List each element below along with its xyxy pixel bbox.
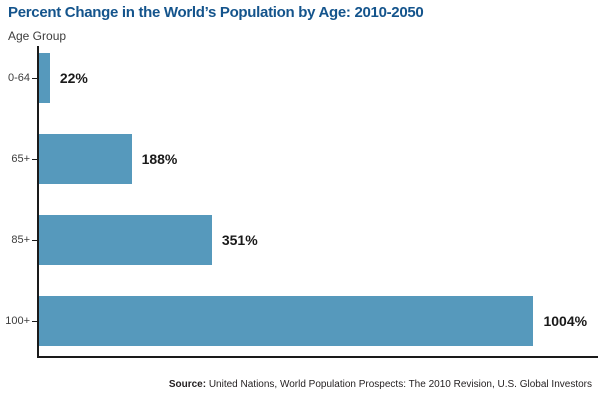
y-tick-label: 65+	[11, 153, 30, 165]
y-axis-title: Age Group	[8, 29, 67, 43]
bar-65+	[39, 134, 132, 184]
bar-row: 100+ 1004%	[5, 296, 598, 377]
value-label: 188%	[141, 151, 178, 167]
bar-0-64	[39, 53, 50, 103]
bar-row: 85+ 351%	[11, 215, 598, 296]
y-tick-label: 100+	[5, 315, 30, 327]
bar-100+	[39, 296, 534, 346]
plot-area: 0-64 22% 65+ 188% 85+ 351% 100+ 1004%	[5, 46, 598, 358]
source-note: Source: United Nations, World Population…	[169, 379, 592, 390]
value-label: 22%	[59, 70, 88, 86]
bar-85+	[39, 215, 212, 265]
source-text: United Nations, World Population Prospec…	[208, 379, 592, 390]
value-label: 1004%	[543, 313, 588, 329]
y-tick-mark	[32, 321, 37, 322]
source-label: Source:	[168, 379, 207, 390]
y-tick-mark	[32, 159, 37, 160]
bar-rows: 0-64 22% 65+ 188% 85+ 351% 100+ 1004%	[5, 46, 598, 377]
chart-title: Percent Change in the World’s Population…	[8, 4, 424, 21]
bar-row: 0-64 22%	[8, 53, 598, 134]
y-tick-mark	[32, 240, 37, 241]
bar-row: 65+ 188%	[11, 134, 598, 215]
y-tick-label: 85+	[11, 234, 30, 246]
y-tick-mark	[32, 78, 37, 79]
value-label: 351%	[221, 232, 258, 248]
y-tick-label: 0-64	[7, 72, 30, 84]
